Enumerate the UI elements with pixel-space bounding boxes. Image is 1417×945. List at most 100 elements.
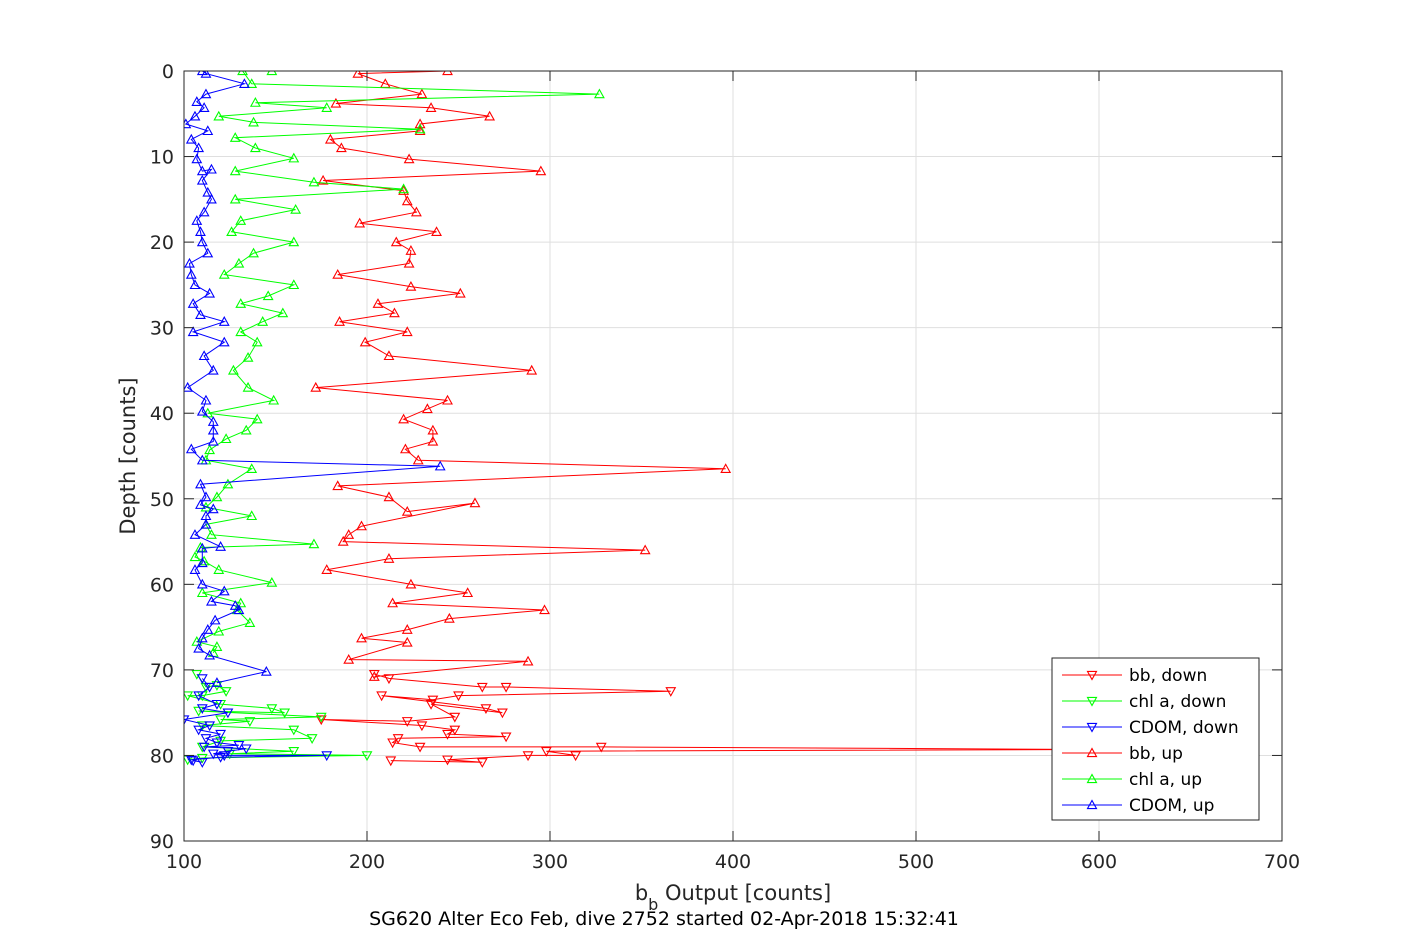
data-point xyxy=(185,268,197,279)
data-point xyxy=(522,751,534,762)
data-point xyxy=(196,674,208,685)
data-point xyxy=(279,708,291,719)
data-point xyxy=(398,183,410,194)
data-point xyxy=(204,287,216,298)
data-point xyxy=(220,687,232,697)
data-point xyxy=(427,435,439,446)
data-point xyxy=(442,729,453,740)
series-line xyxy=(184,678,327,763)
data-point xyxy=(191,636,203,646)
data-point xyxy=(185,133,197,144)
data-point xyxy=(593,88,605,99)
data-point xyxy=(469,497,481,508)
data-point xyxy=(233,604,245,615)
y-tick-label: 50 xyxy=(150,489,174,511)
data-point xyxy=(200,88,212,99)
data-point xyxy=(189,529,201,539)
data-point xyxy=(401,624,413,634)
data-point xyxy=(246,463,258,473)
data-point xyxy=(200,394,212,405)
data-point xyxy=(207,364,219,375)
grid-lines xyxy=(184,71,1282,841)
x-tick-label: 700 xyxy=(1264,851,1300,873)
data-point xyxy=(206,163,217,174)
data-point xyxy=(184,118,192,129)
x-tick-label: 100 xyxy=(166,851,202,873)
data-point xyxy=(249,142,261,153)
data-point xyxy=(496,708,508,719)
data-point xyxy=(195,226,206,236)
data-point xyxy=(215,753,227,763)
data-point xyxy=(207,424,219,435)
legend-item: bb, up xyxy=(1062,744,1183,764)
data-point xyxy=(229,132,241,142)
data-point xyxy=(204,721,216,732)
data-point xyxy=(196,704,208,715)
data-point xyxy=(215,715,227,726)
data-point xyxy=(337,535,349,546)
data-point xyxy=(211,677,223,687)
data-point xyxy=(235,597,247,608)
data-point xyxy=(251,336,263,347)
data-point xyxy=(189,551,201,562)
x-tick-label: 200 xyxy=(349,851,385,873)
data-point xyxy=(218,336,230,347)
data-point xyxy=(288,747,300,757)
data-point xyxy=(215,729,227,740)
data-point xyxy=(480,704,492,715)
data-point xyxy=(421,403,433,414)
data-point xyxy=(244,717,256,727)
legend-swatch-marker xyxy=(1086,799,1098,810)
legend-swatch-marker xyxy=(1086,747,1098,758)
data-point xyxy=(198,742,210,753)
data-point xyxy=(500,682,512,693)
data-point xyxy=(535,165,547,176)
data-point xyxy=(211,641,223,651)
x-tick-label: 400 xyxy=(715,851,751,873)
data-point xyxy=(476,682,488,693)
data-point xyxy=(189,279,201,290)
legend-item: chl a, down xyxy=(1062,692,1226,712)
data-point xyxy=(315,715,327,726)
data-point xyxy=(242,351,254,362)
data-point xyxy=(226,226,238,236)
data-point xyxy=(196,578,208,589)
data-point xyxy=(196,405,208,416)
data-point xyxy=(356,632,367,643)
data-point xyxy=(184,715,190,726)
data-point xyxy=(425,699,437,710)
data-point xyxy=(240,424,252,435)
data-point xyxy=(416,88,428,99)
data-point xyxy=(193,142,205,153)
data-point xyxy=(414,118,426,129)
data-point xyxy=(218,751,230,762)
data-point xyxy=(242,381,254,392)
data-point xyxy=(196,454,208,465)
data-point xyxy=(414,123,426,134)
legend-label: chl a, down xyxy=(1129,692,1226,712)
data-point xyxy=(213,625,225,636)
data-point xyxy=(213,564,225,574)
series-bb-up xyxy=(310,71,732,681)
data-point xyxy=(211,699,223,710)
data-point xyxy=(387,738,399,749)
data-point xyxy=(665,687,677,697)
data-point xyxy=(187,756,199,767)
data-point xyxy=(246,78,258,88)
data-point xyxy=(431,226,442,236)
data-point xyxy=(484,110,496,121)
data-point xyxy=(427,424,439,435)
data-point xyxy=(401,717,413,727)
data-point xyxy=(207,435,219,446)
data-point xyxy=(238,78,250,88)
data-point xyxy=(206,193,217,204)
data-point xyxy=(277,307,289,318)
data-point xyxy=(222,708,234,719)
y-tick-label: 90 xyxy=(150,831,174,853)
series-cdom-down xyxy=(184,674,333,768)
legend-swatch-marker xyxy=(1086,773,1098,784)
data-point xyxy=(434,460,446,471)
data-point xyxy=(405,578,417,589)
data-point xyxy=(401,505,413,516)
data-point xyxy=(317,174,329,185)
